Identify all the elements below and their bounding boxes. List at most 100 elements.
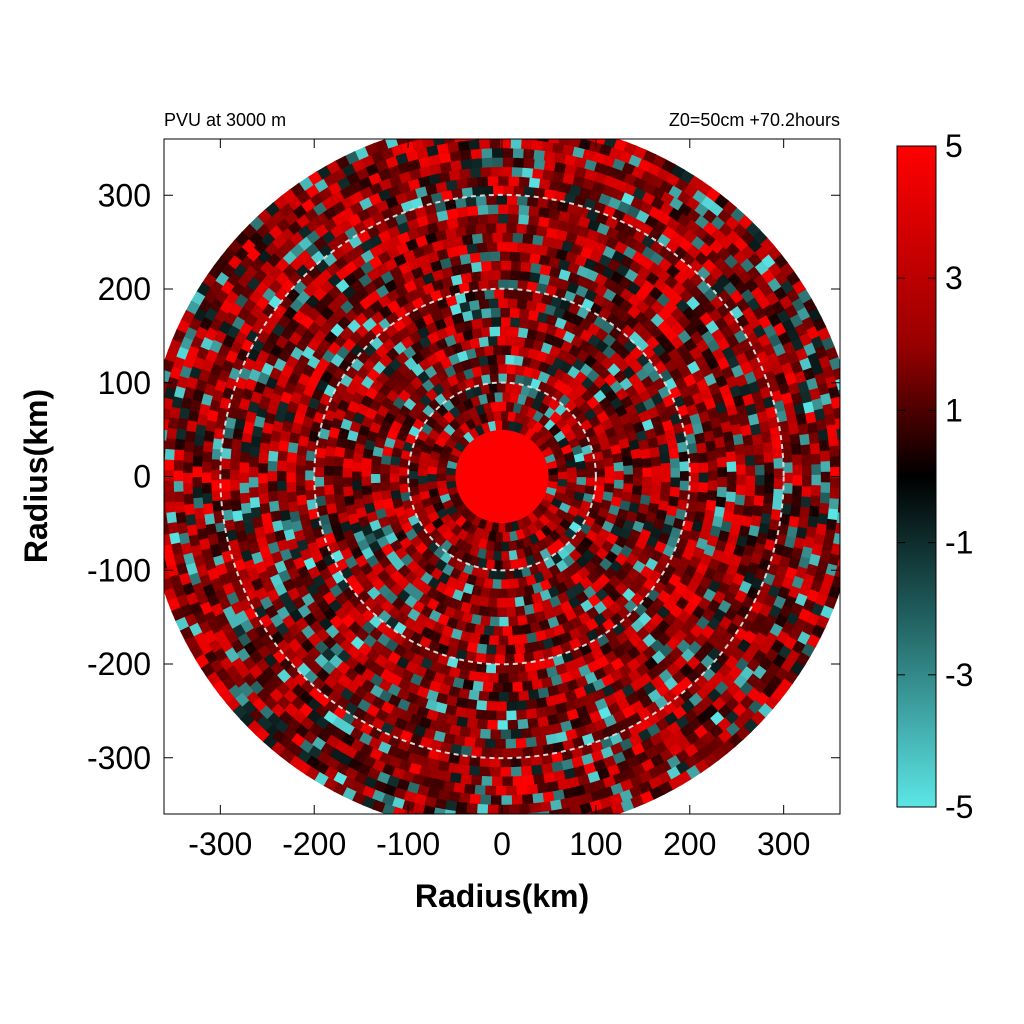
heatmap-cell — [508, 316, 521, 328]
heatmap-cell — [488, 635, 501, 646]
heatmap-cell — [687, 490, 699, 503]
heatmap-cell — [498, 635, 510, 646]
heatmap-cell — [147, 432, 158, 445]
heatmap-cell — [220, 458, 231, 471]
heatmap-cell — [487, 719, 500, 731]
heatmap-cell — [595, 476, 606, 486]
heatmap-cell — [487, 607, 499, 618]
heatmap-cell — [499, 616, 511, 628]
heatmap-cell — [499, 260, 512, 271]
heatmap-cell — [495, 663, 508, 674]
colorbar-tick-label: -3 — [945, 657, 973, 693]
heatmap-cell — [497, 607, 508, 618]
heatmap-cell — [489, 269, 501, 281]
x-tick-label: 200 — [663, 826, 716, 862]
heatmap-cell — [485, 785, 498, 796]
colorbar-tick-label: 5 — [945, 128, 963, 164]
heatmap-cell — [164, 450, 166, 464]
heatmap-cell — [613, 478, 625, 490]
heatmap-cell — [576, 476, 587, 486]
heatmap-cell — [500, 767, 513, 778]
heatmap-cell — [148, 517, 159, 530]
heatmap-cell — [495, 785, 509, 796]
heatmap-cell — [764, 471, 775, 484]
heatmap-cell — [782, 481, 794, 494]
heatmap-cell — [445, 819, 458, 830]
heatmap-cell — [575, 483, 587, 494]
heatmap-cell — [151, 538, 163, 552]
heatmap-cell — [389, 464, 400, 475]
heatmap-cell — [844, 523, 855, 536]
heatmap-cell — [435, 466, 447, 475]
heatmap-cell — [839, 479, 840, 492]
heatmap-cell — [491, 344, 503, 356]
heatmap-cell — [164, 392, 166, 398]
heatmap-cell — [535, 139, 549, 142]
heatmap-cell — [810, 483, 822, 496]
heatmap-cell — [509, 260, 522, 272]
x-tick-label: 100 — [569, 826, 622, 862]
heatmap-cell — [489, 307, 501, 318]
heatmap-cell — [745, 463, 756, 476]
heatmap-cell — [479, 728, 493, 740]
heatmap-cell — [585, 468, 597, 478]
y-tick-label: 100 — [98, 365, 151, 401]
heatmap-cell — [201, 461, 212, 475]
heatmap-cell — [495, 654, 507, 665]
heatmap-cell — [716, 485, 728, 498]
heatmap-cell — [164, 461, 165, 474]
heatmap-cell — [697, 490, 709, 503]
y-tick-label: -200 — [87, 646, 151, 682]
heatmap-cell — [492, 682, 505, 693]
heatmap-cell — [497, 373, 508, 384]
heatmap-cell — [148, 422, 159, 435]
heatmap-cell — [173, 470, 184, 484]
heatmap-cell — [488, 691, 501, 703]
y-tick-label: -100 — [87, 552, 151, 588]
heatmap-cell — [604, 473, 615, 484]
heatmap-cell — [485, 559, 496, 571]
heatmap-cell — [446, 122, 459, 133]
heatmap-cell — [501, 579, 512, 590]
heatmap-cell — [466, 822, 479, 832]
heatmap-cell — [494, 194, 507, 205]
heatmap-cell — [529, 822, 542, 832]
heatmap-cell — [220, 479, 231, 492]
heatmap-cell — [773, 477, 784, 490]
heatmap-cell — [495, 241, 508, 252]
heatmap-cell — [164, 555, 166, 560]
y-tick-label: 300 — [98, 177, 151, 213]
heatmap-cell — [612, 487, 624, 499]
heatmap-cell — [426, 466, 438, 476]
heatmap-cell — [182, 472, 193, 486]
heatmap-cell — [811, 472, 822, 486]
heatmap-cell — [839, 458, 840, 471]
heatmap-cell — [511, 185, 525, 196]
heatmap-cell — [483, 625, 496, 637]
heatmap-cell — [497, 814, 509, 823]
heatmap-cell — [726, 470, 737, 482]
heatmap-cell — [496, 569, 507, 580]
heatmap-cell — [491, 748, 504, 759]
title-right: Z0=50cm +70.2hours — [669, 110, 840, 130]
heatmap-cell — [485, 710, 498, 721]
heatmap-cell — [182, 462, 193, 475]
heatmap-cell — [477, 823, 489, 833]
heatmap-cell — [834, 520, 840, 534]
heatmap-cell — [659, 489, 671, 502]
heatmap-cell — [445, 467, 456, 476]
heatmap-cell — [454, 470, 466, 478]
heatmap-cell — [425, 126, 439, 138]
heatmap-cell — [229, 469, 240, 482]
heatmap-cell — [538, 475, 550, 483]
heatmap-cell — [651, 474, 662, 486]
heatmap-cell — [489, 260, 502, 271]
heatmap-cell — [379, 472, 390, 484]
heatmap-cell — [286, 452, 298, 465]
heatmap-cell — [481, 747, 494, 759]
heatmap-cell — [490, 767, 503, 778]
heatmap-cell — [529, 475, 540, 483]
heatmap-cell — [845, 418, 856, 431]
heatmap-cell — [498, 326, 510, 337]
heatmap-cell — [499, 438, 507, 449]
